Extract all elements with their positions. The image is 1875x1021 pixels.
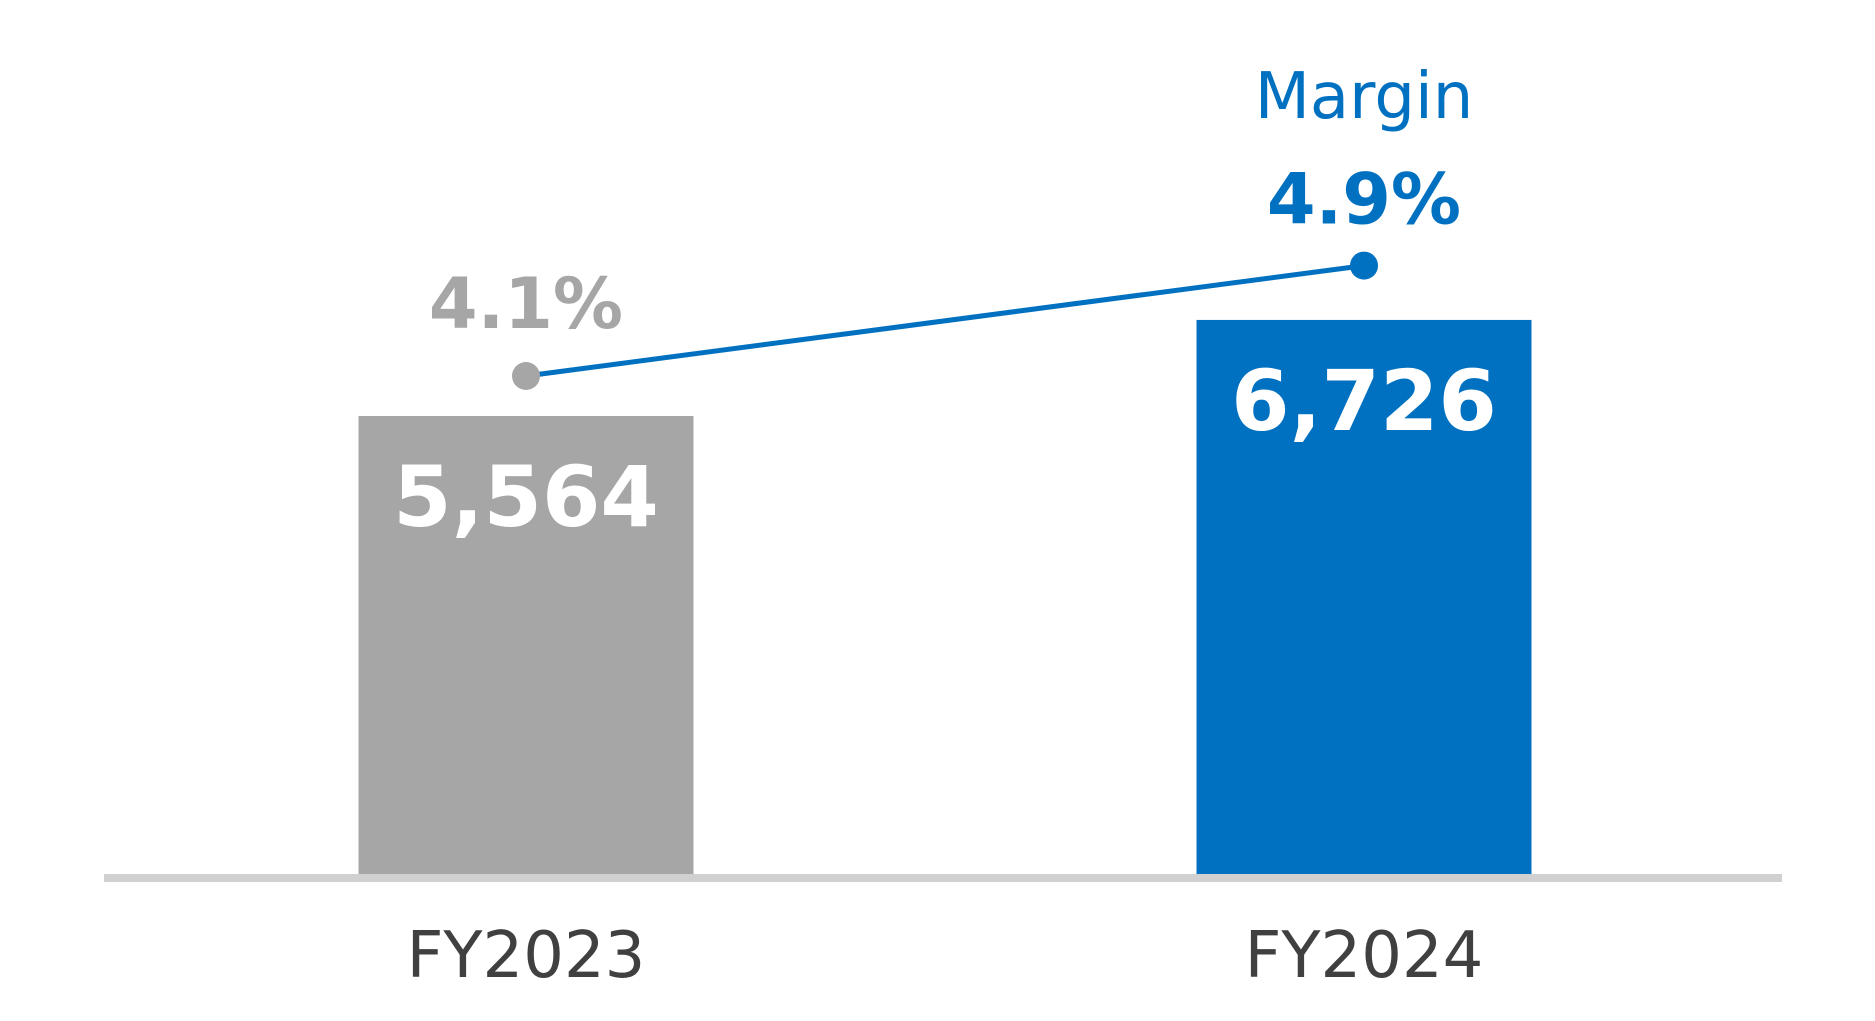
bar-value-label: 6,726 <box>1231 352 1497 450</box>
margin-point <box>1350 251 1378 280</box>
margin-point <box>512 362 540 390</box>
labels-layer: 5,564 FY2023 6,726 FY2024 4.1% 4.9% Margin <box>393 60 1497 993</box>
margin-value-label: 4.1% <box>429 263 623 345</box>
x-axis-line <box>104 874 1782 882</box>
margin-line <box>525 263 1365 379</box>
margin-value-label: 4.9% <box>1267 159 1461 241</box>
margin-line-layer <box>512 251 1378 390</box>
bar-fy2023 <box>358 416 694 876</box>
bar-value-label: 5,564 <box>393 448 659 546</box>
x-tick-label: FY2023 <box>407 919 646 993</box>
x-tick-label: FY2024 <box>1245 919 1484 993</box>
series-name-label: Margin <box>1255 60 1474 134</box>
bars-layer <box>358 319 1532 876</box>
bar-fy2024 <box>1196 319 1532 876</box>
